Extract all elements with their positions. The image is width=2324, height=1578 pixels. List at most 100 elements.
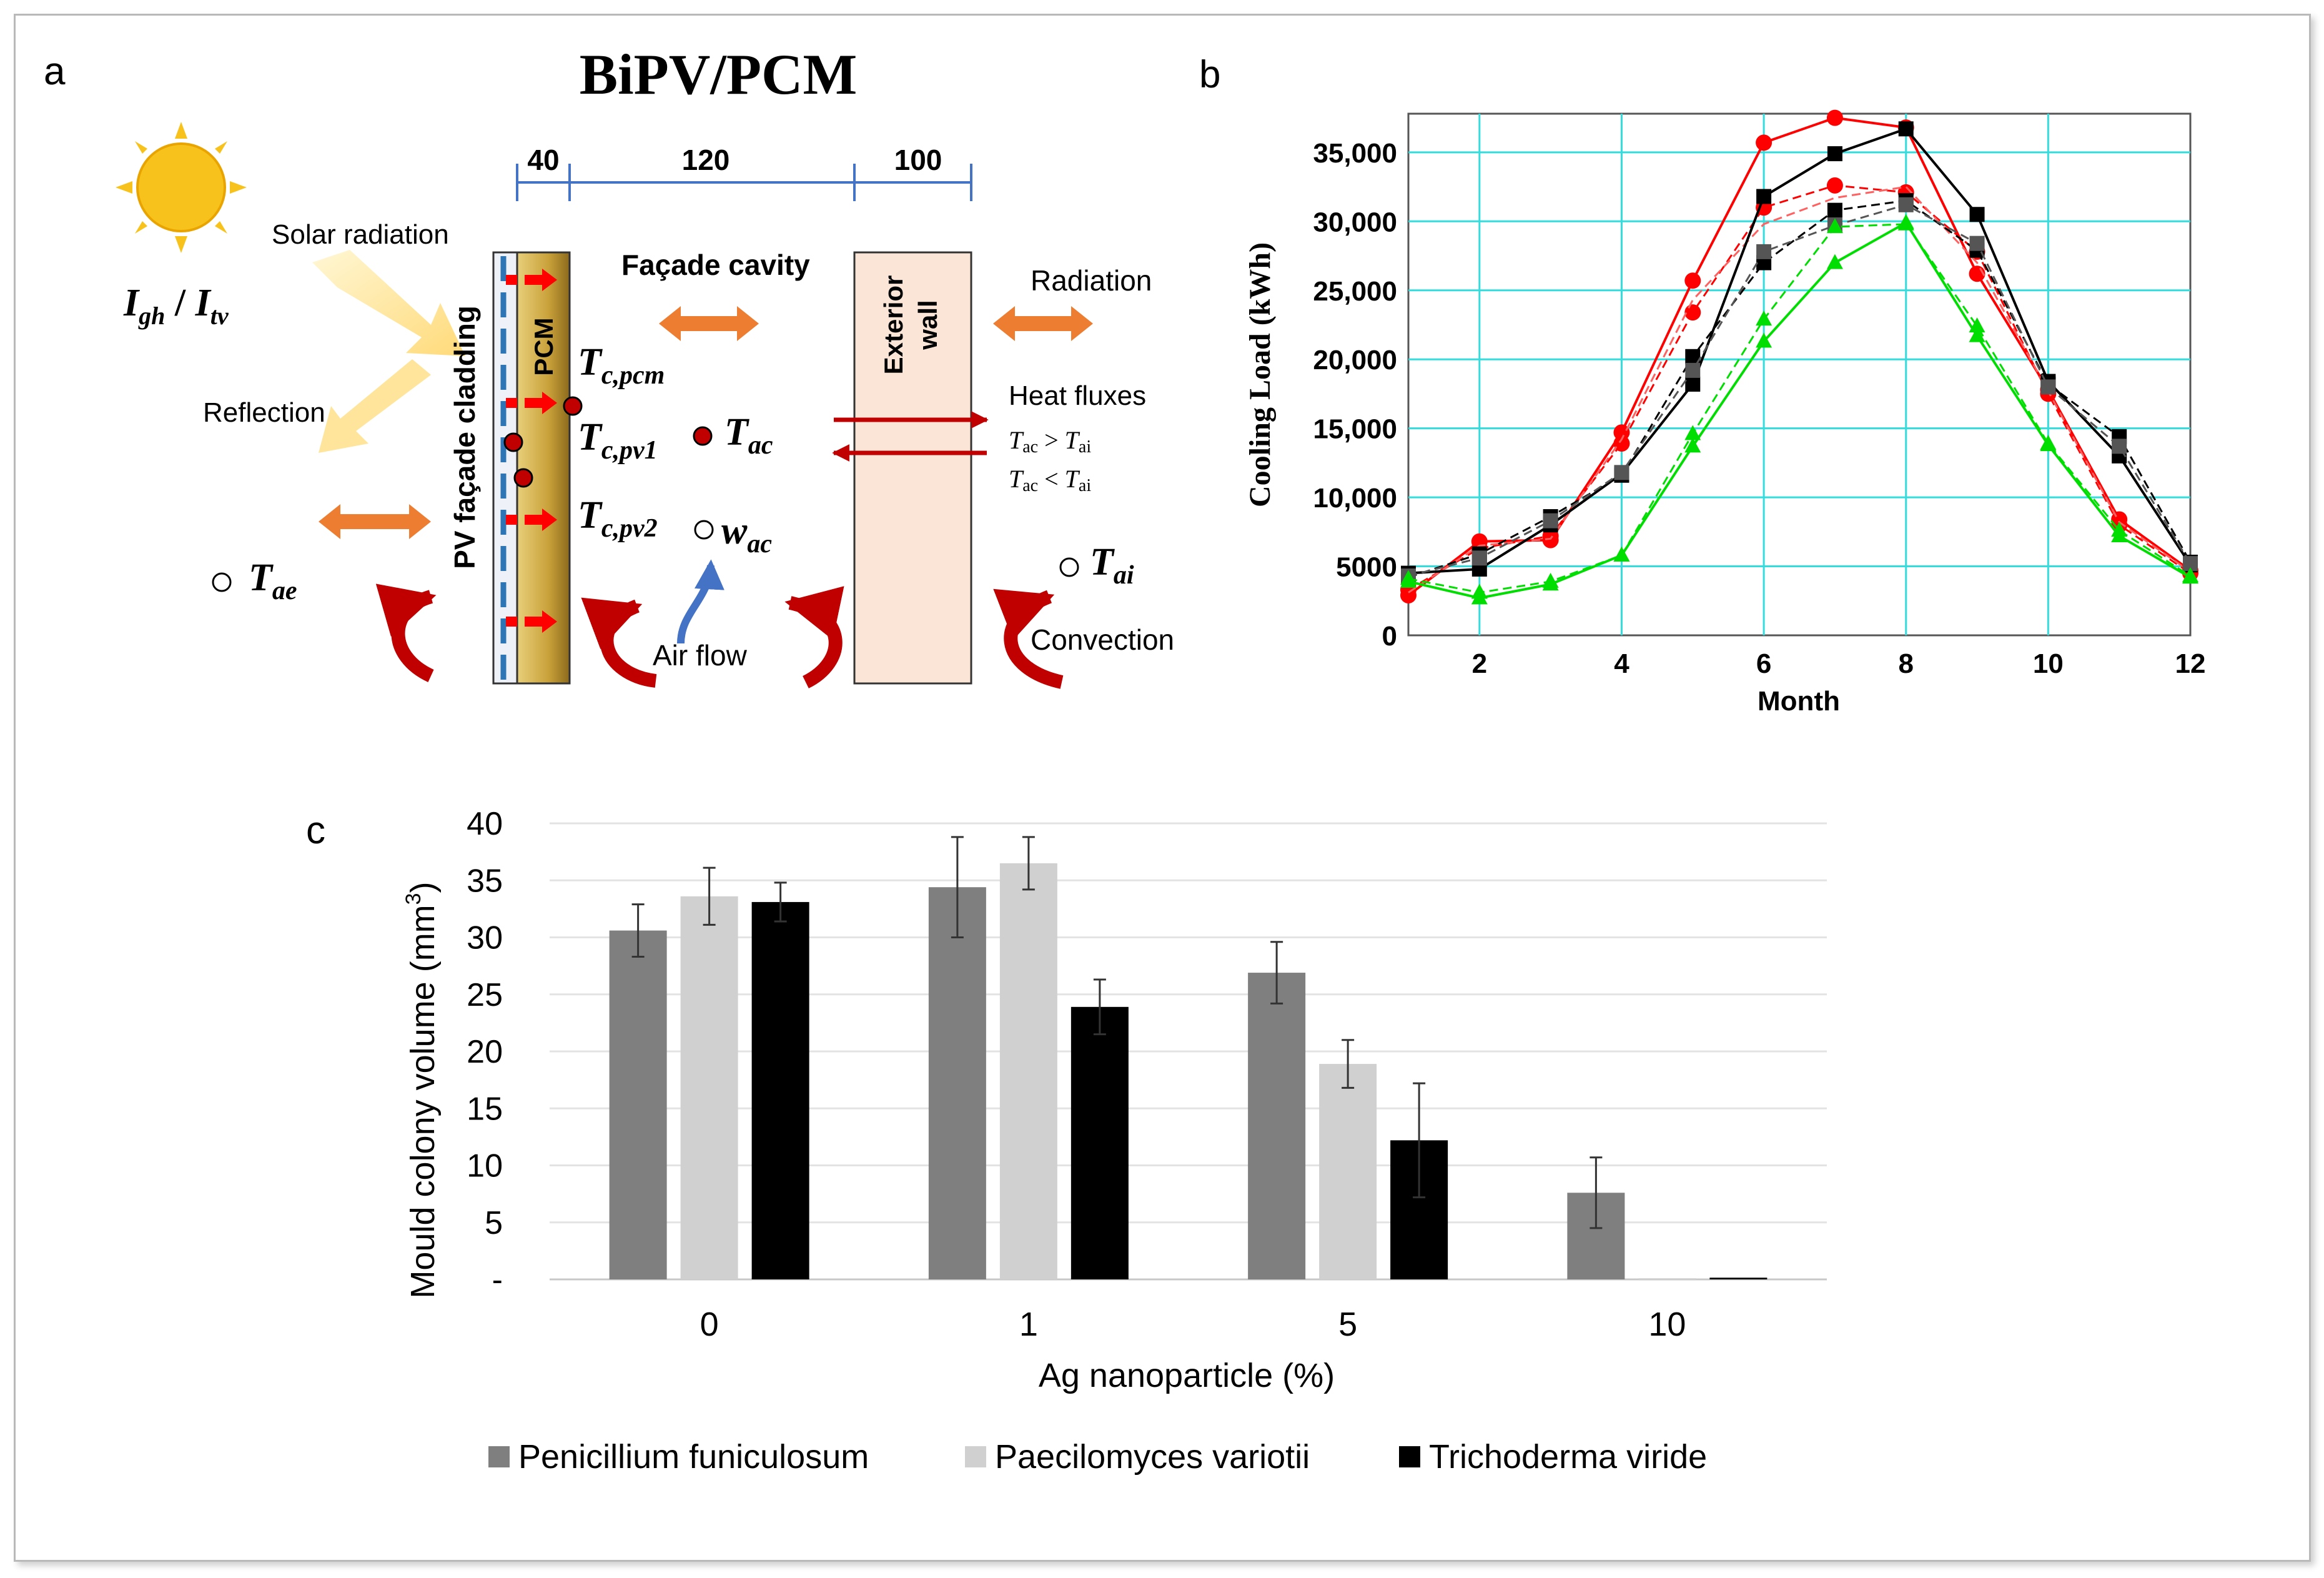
c-y-tick-label: 10 [467, 1148, 503, 1184]
c-legend-label: Penicillium funiculosum [518, 1438, 869, 1476]
c-legend-swatch [965, 1446, 986, 1467]
b-data-point [1898, 197, 1914, 212]
b-data-point [1969, 207, 1985, 222]
b-data-point [1898, 121, 1914, 137]
c-x-tick-label: 10 [1648, 1306, 1686, 1343]
panel-b-chart: b 0 5000 10,000 15,000 20,000 25,000 30,000 35,… [1199, 53, 2205, 717]
facade-cavity-label: Façade cavity [621, 249, 810, 281]
c-bar [1709, 1278, 1768, 1279]
b-data-point [1826, 109, 1843, 126]
c-y-tick-label: 20 [467, 1034, 503, 1070]
c-legend-swatch [1399, 1446, 1420, 1467]
sensor-t-ae [212, 572, 232, 592]
c-y-tick-label: 40 [467, 806, 503, 842]
b-data-point [1613, 546, 1630, 562]
reflection-label: Reflection [203, 397, 325, 428]
b-data-point [1613, 435, 1630, 452]
b-y-tick-label: 15,000 [1313, 414, 1397, 445]
b-data-point [1684, 437, 1701, 453]
w-ac-label: wac [721, 510, 772, 558]
c-y-tick-label: 5 [485, 1205, 503, 1241]
sensor-w-ac [694, 520, 714, 540]
t-pv2-label: Tc,pv2 [578, 494, 658, 543]
sensor-t-ac [693, 426, 713, 446]
b-series-red-3 [1408, 186, 2191, 593]
t-ae-label: Tae [249, 557, 297, 605]
c-x-tick-label: 5 [1338, 1306, 1357, 1343]
b-data-point [2111, 522, 2128, 537]
b-series-green-2 [1400, 215, 2198, 599]
b-data-point [1756, 310, 1773, 326]
b-data-point [1756, 244, 1772, 259]
b-data-point [1969, 327, 1985, 342]
b-y-tick-label: 35,000 [1313, 138, 1397, 169]
c-y-tick-label: 35 [467, 863, 503, 899]
dimension-line [516, 164, 972, 201]
c-legend-swatch [488, 1446, 510, 1467]
panel-c-label: c [306, 809, 325, 852]
solar-radiation-label: Solar radiation [272, 219, 449, 250]
c-bar [751, 901, 809, 1279]
c-y-axis-label: Mould colony volume (mm3) [402, 881, 442, 1298]
reflection-arrow [319, 359, 431, 453]
b-series-line [1408, 223, 2191, 594]
irradiance-label: Igh / Itv [123, 282, 229, 330]
diagram-title: BiPV/PCM [580, 42, 858, 106]
condition-1: Tac > Tai [1009, 426, 1091, 457]
b-series-line [1408, 204, 2192, 577]
t-pv1-label: Tc,pv1 [578, 416, 658, 465]
b-data-point [1400, 570, 1417, 585]
convection-swirls [375, 583, 1064, 689]
b-data-point [1542, 572, 1559, 588]
b-data-point [1826, 177, 1843, 194]
heat-flux-arrows [832, 411, 989, 462]
c-bar [1248, 973, 1306, 1279]
sensor-t-pv2 [513, 468, 533, 488]
b-data-point [1684, 304, 1701, 321]
b-data-point [1471, 583, 1488, 599]
b-data-point [1614, 465, 1629, 480]
b-y-tick-label: 10,000 [1313, 483, 1397, 514]
b-data-point [1684, 272, 1701, 289]
dimension-40: 40 [527, 144, 559, 176]
b-data-point [1826, 218, 1843, 234]
condition-2: Tac < Tai [1009, 465, 1091, 495]
convection-label: Convection [1031, 623, 1174, 656]
b-data-point [1756, 332, 1773, 348]
air-flow-label: Air flow [653, 639, 748, 672]
c-bar [928, 887, 986, 1279]
radiation-exchange-arrows [319, 306, 1093, 539]
tick-labels: 0 5000 10,000 15,000 20,000 25,000 30,000 35,00… [1313, 138, 2205, 679]
sensor-t-pv1 [503, 432, 523, 452]
b-data-point [1684, 425, 1701, 440]
t-ai-label: Tai [1090, 541, 1134, 590]
b-y-tick-label: 30,000 [1313, 207, 1397, 237]
t-ac-label: Tac [724, 411, 773, 460]
b-data-point [2182, 567, 2198, 583]
b-x-tick-label: 2 [1472, 648, 1487, 679]
c-bars [609, 836, 1768, 1280]
plot-area [1407, 112, 2192, 637]
b-data-point [1827, 202, 1842, 218]
c-x-axis-label: Ag nanoparticle (%) [1039, 1357, 1335, 1394]
panel-a-label: a [44, 50, 66, 93]
b-data-point [1827, 146, 1842, 162]
c-y-tick-label: 30 [467, 920, 503, 956]
b-data-point [1756, 189, 1772, 204]
c-legend-label: Paecilomyces variotii [995, 1438, 1310, 1476]
radiation-label: Radiation [1031, 264, 1152, 297]
b-data-point [1969, 317, 1985, 333]
pv-pcm-layer [492, 251, 571, 685]
c-bar [609, 930, 667, 1279]
b-x-tick-label: 12 [2175, 648, 2206, 679]
b-data-point [1969, 236, 1985, 251]
b-series-line [1408, 199, 2192, 578]
b-data-point [2040, 379, 2056, 395]
b-data-point [1826, 254, 1843, 269]
solar-radiation-arrow [312, 250, 465, 356]
exterior-wall [853, 251, 972, 685]
b-data-point [1685, 376, 1701, 392]
b-x-tick-label: 6 [1756, 648, 1771, 679]
b-data-point [1471, 550, 1487, 566]
